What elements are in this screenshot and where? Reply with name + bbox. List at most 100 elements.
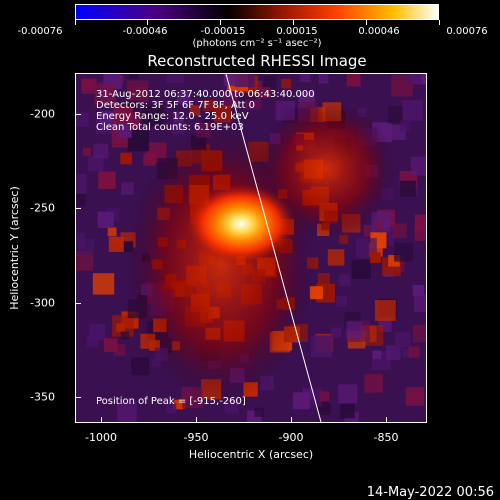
image-pixel: [97, 211, 114, 228]
image-pixel: [189, 105, 201, 116]
image-pixel: [254, 407, 264, 418]
y-axis-tick: [75, 303, 81, 304]
x-axis-tick: [101, 417, 102, 423]
image-pixel: [76, 251, 94, 271]
image-pixel: [310, 335, 333, 358]
image-pixel: [94, 83, 116, 106]
colorbar-tick: [366, 20, 367, 25]
image-pixel: [338, 274, 351, 287]
colorbar-tick: [293, 20, 294, 25]
image-pixel: [399, 121, 411, 132]
image-pixel: [223, 74, 238, 86]
image-pixel: [92, 273, 115, 295]
colorbar-tick-label: 0.00076: [446, 26, 488, 37]
x-axis-tick-label: -1000: [85, 431, 117, 444]
image-pixel: [395, 331, 411, 348]
x-axis-tick-label: -850: [373, 431, 399, 444]
colorbar-tick-label: -0.00046: [122, 26, 168, 37]
image-pixel: [165, 403, 177, 414]
colorbar-gradient: [76, 5, 438, 19]
image-pixel: [327, 249, 345, 266]
image-pixel: [415, 214, 426, 231]
y-axis-tick-label: -350: [30, 390, 55, 404]
image-pixel: [364, 374, 383, 393]
y-axis-tick-label: -250: [30, 201, 55, 215]
image-pixel: [405, 387, 425, 406]
reconstructed-image: [76, 74, 426, 422]
image-pixel: [260, 87, 271, 98]
flare-source: [186, 184, 296, 264]
image-pixel: [107, 227, 117, 237]
image-pixel: [117, 402, 137, 422]
image-pixel: [112, 315, 134, 337]
info-energy-range: Energy Range: 12.0 - 25.0 keV: [96, 111, 249, 122]
info-detectors: Detectors: 3F 5F 6F 7F 8F, Att 0: [96, 100, 256, 111]
image-pixel: [317, 273, 330, 285]
image-pixel: [370, 252, 381, 263]
colorbar-units: (photons cm⁻² s⁻¹ asec⁻²): [192, 38, 322, 49]
x-axis-tick: [386, 417, 387, 423]
image-pixel: [339, 403, 355, 419]
colorbar-tick-label: -0.00076: [17, 26, 63, 37]
image-pixel: [402, 100, 424, 121]
y-axis-tick: [75, 114, 81, 115]
image-pixel: [117, 123, 132, 138]
image-pixel: [235, 74, 255, 88]
info-total-counts: Clean Total counts: 6.19E+03: [96, 122, 244, 133]
solar-limb-line: [225, 74, 322, 422]
image-pixel: [408, 346, 420, 358]
image-pixel: [346, 321, 363, 339]
image-pixel: [173, 111, 184, 123]
image-pixel: [351, 259, 371, 279]
colorbar-tick: [439, 20, 440, 25]
image-pixel: [402, 348, 412, 358]
image-pixel: [83, 147, 91, 156]
image-pixel: [127, 130, 149, 152]
image-pixel: [86, 335, 98, 347]
colorbar-tick-label: 0.00015: [276, 26, 318, 37]
y-axis-tick-label: -200: [30, 107, 55, 121]
image-pixel: [388, 255, 400, 267]
image-pixel: [103, 338, 118, 352]
image-pixel: [76, 174, 87, 194]
image-pixel: [214, 105, 232, 123]
image-pixel: [346, 74, 361, 87]
x-axis-tick-label: -950: [183, 431, 209, 444]
image-pixel: [203, 99, 215, 112]
colorbar-tick: [75, 20, 76, 25]
image-pixel: [413, 294, 426, 312]
image-pixel: [410, 156, 426, 176]
x-axis-title: Heliocentric X (arcsec): [188, 448, 314, 461]
image-pixel: [81, 78, 97, 94]
y-axis-title: Heliocentric Y (arcsec): [8, 186, 21, 310]
image-pixel: [76, 111, 89, 127]
image-pixel: [135, 87, 145, 97]
image-pixel: [406, 74, 422, 85]
image-pixel: [374, 300, 396, 321]
image-pixel: [372, 350, 382, 359]
image-pixel: [299, 74, 311, 82]
image-pixel: [330, 327, 341, 338]
peak-position: Position of Peak = [-915,-260]: [96, 396, 246, 407]
image-pixel: [412, 324, 426, 343]
image-pixel: [374, 220, 383, 229]
image-pixel: [339, 234, 349, 244]
image-pixel: [108, 236, 124, 252]
image-pixel: [120, 152, 132, 165]
image-pixel: [319, 391, 330, 401]
image-pixel: [120, 331, 130, 340]
image-pixel: [392, 223, 407, 238]
image-pixel: [263, 75, 277, 89]
x-axis-tick-label: -900: [278, 431, 304, 444]
image-pixel: [412, 285, 425, 297]
image-pixel: [177, 90, 191, 104]
colorbar-tick-label: -0.00015: [200, 26, 246, 37]
image-pixel: [281, 78, 292, 89]
x-axis-tick: [291, 417, 292, 423]
image-pixel: [76, 192, 86, 207]
y-axis-tick: [75, 208, 81, 209]
image-pixel: [88, 155, 104, 172]
image-pixel: [98, 171, 116, 189]
colorbar: [75, 4, 439, 20]
